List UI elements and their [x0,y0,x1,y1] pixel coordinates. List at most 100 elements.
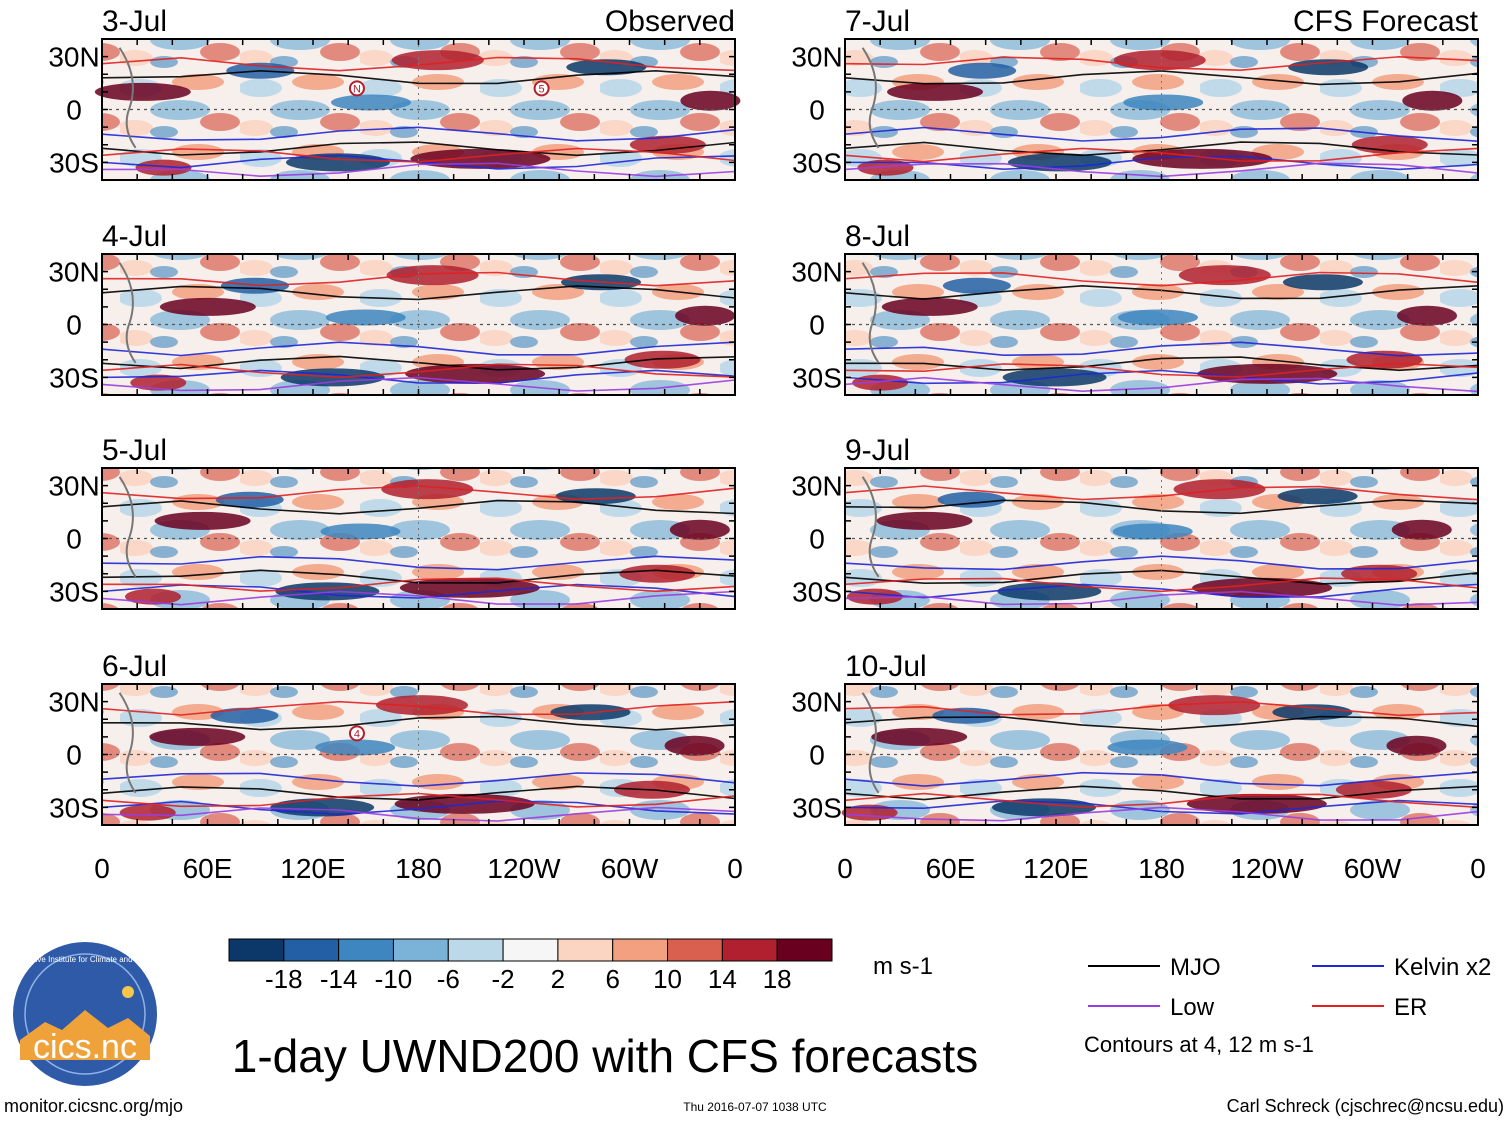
anomaly-blob [94,82,191,101]
contour-line [101,806,736,822]
lat-label: 30N [48,687,99,718]
anomaly-blob [887,82,984,101]
anomaly-blob [135,159,192,176]
anomaly-blob [566,59,647,76]
colorbar-tick-label: -6 [437,964,460,994]
panel-header: Observed [605,5,735,38]
panel-8-jul: 30N 0 30S 8-Jul [791,220,1479,396]
colorbar-tick-label: 2 [551,964,565,994]
anomaly-blob [1123,94,1204,111]
coastline [118,476,137,578]
anomaly-blob [881,297,978,316]
anomaly-blob [1288,59,1369,76]
colorbar-tick-label: 14 [708,964,737,994]
lon-label: 60E [926,853,976,884]
lon-label: 120W [1230,853,1304,884]
legend-label: MJO [1170,954,1221,981]
anomaly-blob [675,305,736,326]
contour-line [101,56,736,72]
anomaly-blob [1282,274,1363,291]
anomaly-blob [619,564,696,583]
contour-line [844,141,1479,157]
panel-date: 7-Jul [845,5,910,38]
anomaly-blob [932,707,1001,724]
coastline [861,262,880,364]
colorbar-swatch [447,938,504,962]
anomaly-blob [1335,780,1412,799]
anomaly-blob [325,309,406,326]
contour-line [101,363,736,379]
colorbar-swatch [721,938,778,962]
storm-marker-label: 5 [539,83,545,95]
lat-label: 0 [66,524,82,555]
lat-label: 30N [48,257,99,288]
anomaly-blob [1397,305,1458,326]
panel-header: CFS Forecast [1293,5,1479,38]
lon-label: 0 [837,853,853,884]
lat-label: 30S [792,362,842,393]
legend-label: ER [1394,994,1427,1021]
lat-label: 30S [49,792,99,823]
cics-logo: cics.nc Cooperative Institute for Climat… [3,942,167,1086]
storm-marker-label: N [353,83,361,95]
anomaly-blob [1168,695,1261,716]
anomaly-blob [210,707,279,724]
lon-label: 120E [1023,853,1088,884]
x-axes-group: 0 60E 120E 180 120W 60W 0 0 60E 120E 180 120W 60W 0 [94,853,1486,884]
lat-label: 30N [791,471,842,502]
anomaly-blob [1178,265,1271,286]
contour-line [844,55,1479,72]
lat-label: 0 [809,95,825,126]
lon-label: 60W [1344,853,1402,884]
contour-line [101,126,736,142]
contour-line [101,484,736,501]
contours-note: Contours at 4, 12 m s-1 [1084,1032,1314,1057]
logo-sun-icon [122,986,134,998]
lat-label: 30S [49,576,99,607]
legend-label: Low [1170,994,1215,1021]
anomaly-blob [948,62,1017,79]
panel-6-jul: 30N 0 30S 6-Jul 4 [48,650,736,826]
footer-author: Carl Schreck (cjschrec@ncsu.edu) [1227,1096,1504,1116]
anomaly-blob [130,374,187,391]
panel-date: 9-Jul [845,434,910,467]
panel-7-jul: 30N 0 30S 7-Jul CFS Forecast [791,5,1479,181]
coastline [118,47,137,149]
legend-label: Kelvin x2 [1394,954,1491,981]
coastline [118,692,137,794]
logo-inner-ring [24,953,146,1075]
anomaly-blob [119,804,176,821]
anomaly-blob [1386,735,1447,756]
contour-line [101,285,736,301]
anomaly-blob [1402,90,1463,111]
anomaly-blob [624,350,701,369]
lat-label: 30S [49,362,99,393]
contour-line [101,69,736,85]
lat-label: 30S [792,147,842,178]
anomaly-blob [997,582,1102,601]
lat-label: 0 [66,740,82,771]
lat-label: 30N [791,687,842,718]
lat-label: 0 [809,310,825,341]
lon-label: 180 [395,853,442,884]
lat-label: 30N [791,257,842,288]
panel-date: 10-Jul [845,650,927,683]
contour-line [844,785,1479,801]
contour-line [844,792,1479,809]
lat-label: 0 [66,95,82,126]
anomaly-blob [876,511,973,530]
anomaly-blob [664,735,725,756]
storm-marker [533,80,550,97]
anomaly-blob [937,491,1006,508]
colorbar-tick-label: 6 [605,964,619,994]
contour-line [101,147,736,163]
anomaly-blob [555,488,636,505]
colorbar-tick-label: 10 [653,964,682,994]
lon-label: 180 [1138,853,1185,884]
anomaly-blob [149,727,246,746]
panel-date: 3-Jul [102,5,167,38]
footer-timestamp: Thu 2016-07-07 1038 UTC [683,1100,827,1114]
colorbar-swatch [283,938,340,962]
